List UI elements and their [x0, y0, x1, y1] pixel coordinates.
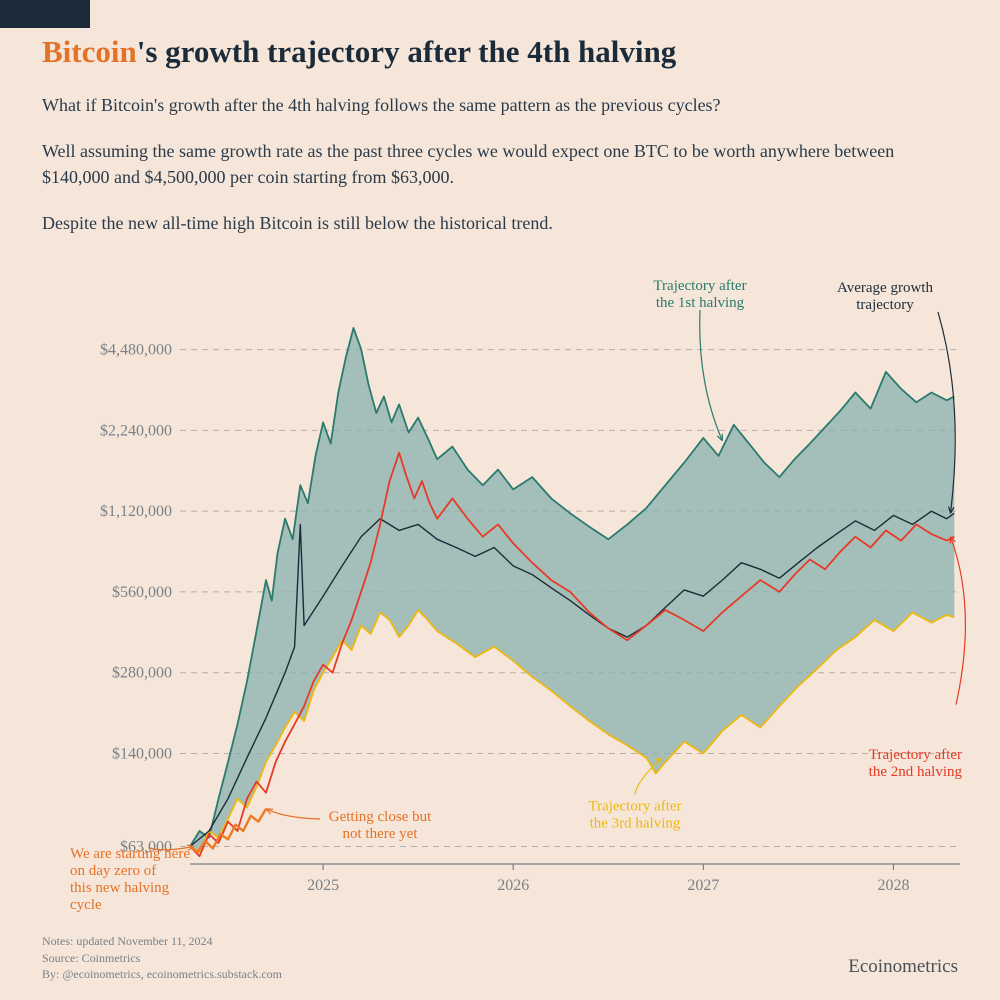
svg-text:cycle: cycle: [70, 897, 102, 913]
intro-para-1: What if Bitcoin's growth after the 4th h…: [42, 92, 942, 118]
svg-text:$280,000: $280,000: [112, 665, 172, 682]
svg-text:Trajectory after: Trajectory after: [588, 798, 681, 814]
svg-text:trajectory: trajectory: [856, 297, 914, 313]
y-axis-label: [28, 330, 47, 600]
svg-text:$2,240,000: $2,240,000: [100, 422, 172, 439]
intro-para-3: Despite the new all-time high Bitcoin is…: [42, 210, 942, 236]
svg-text:$4,480,000: $4,480,000: [100, 342, 172, 359]
svg-text:Getting close but: Getting close but: [329, 809, 432, 825]
chart-container: $63,000$140,000$280,000$560,000$1,120,00…: [0, 270, 1000, 950]
chart-svg: $63,000$140,000$280,000$560,000$1,120,00…: [0, 270, 1000, 950]
svg-text:2026: 2026: [497, 877, 529, 894]
footer-notes-line: Notes: updated November 11, 2024: [42, 933, 282, 949]
footer-source-line: Source: Coinmetrics: [42, 950, 282, 966]
svg-text:$140,000: $140,000: [112, 745, 172, 762]
svg-text:Average growth: Average growth: [837, 280, 933, 296]
svg-text:this new halving: this new halving: [70, 880, 170, 896]
svg-text:$1,120,000: $1,120,000: [100, 503, 172, 520]
svg-text:$560,000: $560,000: [112, 584, 172, 601]
footer-by-line: By: @ecoinometrics, ecoinometrics.substa…: [42, 966, 282, 982]
svg-text:2027: 2027: [687, 877, 719, 894]
svg-text:the 2nd halving: the 2nd halving: [869, 764, 963, 780]
page-title: Bitcoin's growth trajectory after the 4t…: [42, 34, 676, 70]
corner-decoration: [0, 0, 90, 28]
intro-para-2: Well assuming the same growth rate as th…: [42, 138, 942, 190]
svg-text:the 3rd halving: the 3rd halving: [590, 815, 681, 831]
svg-text:the 1st halving: the 1st halving: [656, 295, 745, 311]
svg-text:on day zero of: on day zero of: [70, 863, 156, 879]
title-rest: 's growth trajectory after the 4th halvi…: [137, 34, 677, 69]
svg-text:Trajectory after: Trajectory after: [653, 278, 746, 294]
svg-text:Trajectory after: Trajectory after: [869, 747, 962, 763]
title-accent: Bitcoin: [42, 34, 137, 69]
svg-text:2028: 2028: [877, 877, 909, 894]
svg-text:not there yet: not there yet: [343, 826, 419, 842]
footer-brand: Ecoinometrics: [848, 956, 958, 978]
svg-text:We are starting here: We are starting here: [70, 846, 190, 862]
footer-notes: Notes: updated November 11, 2024 Source:…: [42, 933, 282, 982]
svg-text:2025: 2025: [307, 877, 339, 894]
